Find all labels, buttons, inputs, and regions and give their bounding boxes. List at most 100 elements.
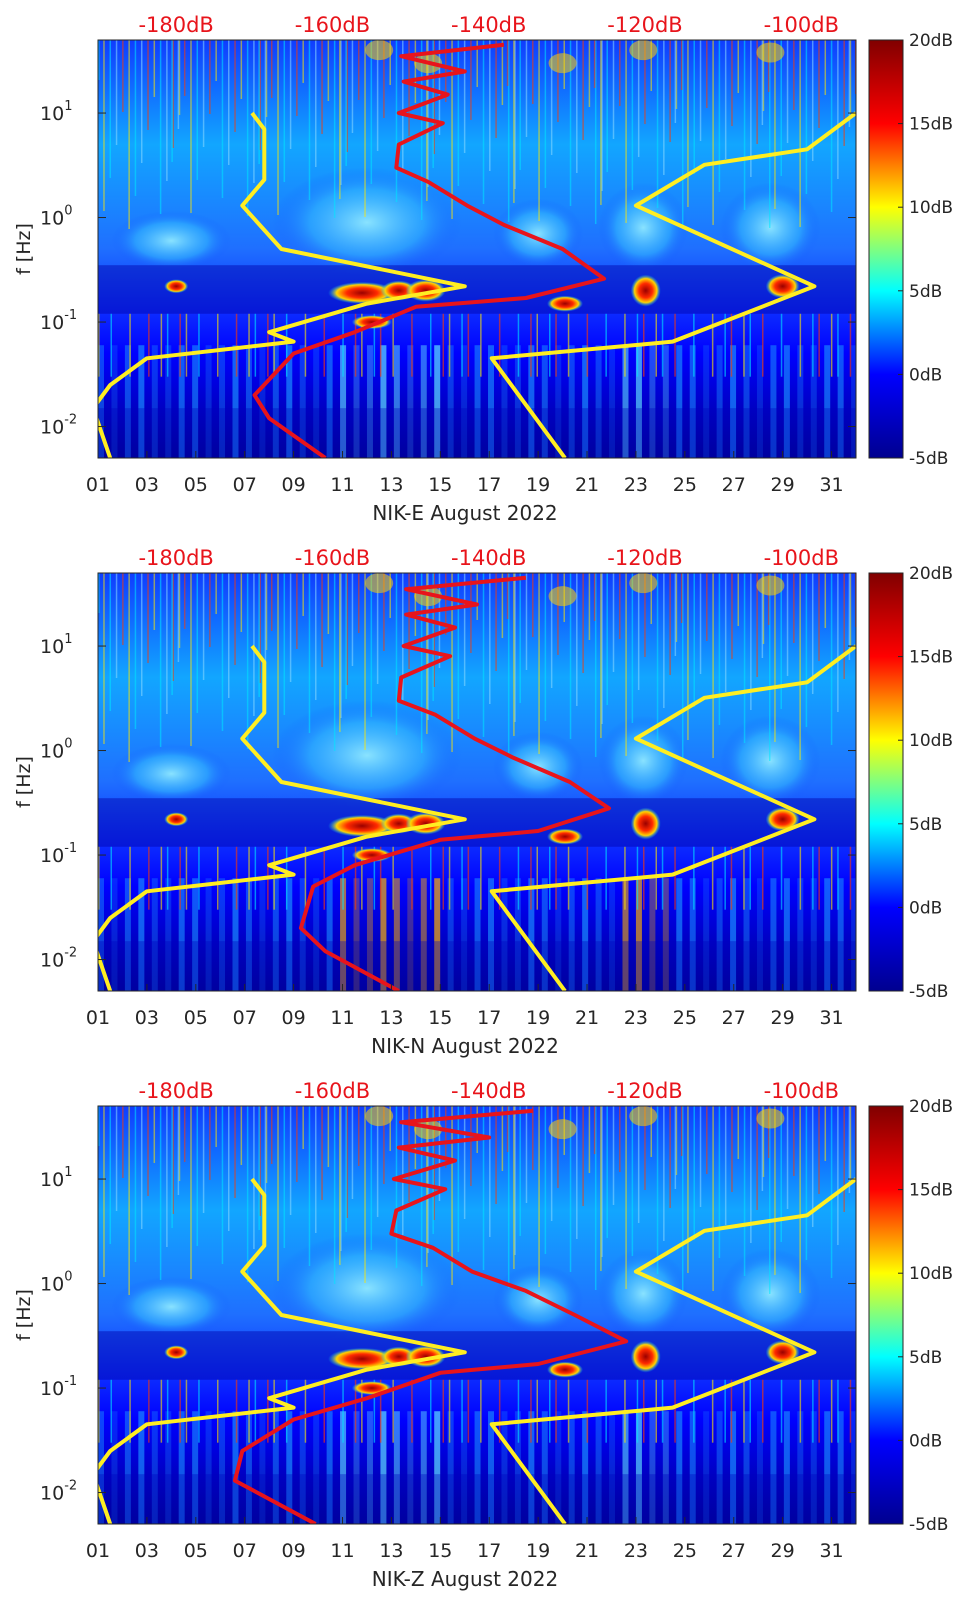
x-tick-label: 21 (575, 1540, 599, 1562)
low-frequency-bar (151, 1411, 158, 1524)
transient-streak (445, 1106, 447, 1168)
transient-streak (848, 40, 851, 127)
psd-curve (298, 575, 611, 991)
transient-streak (605, 846, 607, 910)
low-frequency-bar (568, 878, 575, 991)
transient-streak (849, 846, 852, 910)
transient-streak (402, 573, 404, 702)
transient-streak (185, 1379, 188, 1443)
top-db-label: -100dB (764, 1079, 839, 1103)
colorbar-tick-label: 15dB (909, 1181, 953, 1201)
low-frequency-bar (178, 878, 185, 991)
transient-streak (586, 1379, 589, 1443)
low-frequency-bar (568, 345, 575, 458)
transient-streak (159, 573, 162, 747)
transient-streak (699, 40, 702, 141)
low-frequency-bar (851, 1411, 856, 1524)
transient-streak (699, 573, 702, 674)
low-frequency-bar (366, 345, 373, 458)
transient-streak (259, 573, 261, 683)
x-tick-label: 29 (771, 1540, 795, 1562)
transient-streak (606, 1106, 608, 1238)
transient-streak (557, 573, 559, 655)
transient-streak (837, 1106, 839, 1245)
transient-streak (361, 1379, 363, 1443)
x-tick-label: 19 (526, 1007, 550, 1029)
transient-streak (786, 40, 789, 143)
transient-streak (675, 573, 678, 642)
spectral-hotspot (548, 586, 577, 607)
x-tick-label: 07 (233, 1540, 257, 1562)
transient-streak (843, 1106, 845, 1212)
low-frequency-bar (756, 345, 763, 458)
transient-streak (737, 40, 740, 93)
transient-streak (185, 313, 188, 377)
transient-streak (285, 313, 288, 377)
plot-frame (97, 39, 857, 459)
low-frequency-bar (205, 878, 212, 991)
low-frequency-bar (407, 1411, 414, 1524)
transient-streak (544, 573, 547, 721)
transient-streak (699, 1106, 702, 1207)
transient-streak (680, 1106, 683, 1156)
transient-streak (600, 40, 602, 205)
transient-streak (98, 573, 100, 613)
transient-streak (812, 1379, 814, 1443)
transient-streak (354, 1379, 357, 1443)
transient-streak (451, 1106, 453, 1285)
transient-streak (501, 573, 504, 638)
low-frequency-bar (111, 878, 118, 991)
x-tick-label: 05 (184, 1540, 208, 1562)
transient-streak (221, 573, 224, 731)
transient-streak (160, 1379, 163, 1443)
low-frequency-bar (662, 1411, 669, 1524)
transient-streak (258, 1106, 260, 1230)
low-frequency-bar (393, 878, 400, 991)
transient-streak (190, 1106, 192, 1279)
transient-streak (351, 1106, 354, 1199)
low-frequency-bar (98, 345, 104, 458)
noise-model-curve (98, 111, 467, 458)
low-frequency-bar (689, 1411, 696, 1524)
transient-streak (519, 1106, 521, 1236)
transient-streak (153, 1106, 156, 1163)
transient-streak (414, 40, 417, 103)
low-frequency-bar (461, 1411, 468, 1524)
transient-streak (172, 40, 174, 148)
low-frequency-bar (716, 345, 723, 458)
x-axis-label: NIK-E August 2022 (372, 501, 557, 525)
transient-streak (467, 846, 470, 910)
colorbar-tick-label: 15dB (909, 115, 953, 135)
low-frequency-bar (555, 345, 562, 458)
noise-curves (98, 42, 856, 458)
transient-streak (408, 40, 410, 136)
low-frequency-bar (851, 345, 856, 458)
transient-streak (259, 40, 261, 150)
transient-streak (177, 40, 180, 129)
transient-streak (811, 573, 814, 694)
transient-streak (383, 573, 385, 651)
transient-streak (514, 40, 516, 189)
transient-streak (482, 573, 485, 737)
transient-streak (687, 1106, 689, 1273)
transient-streak (351, 573, 354, 666)
transient-streak (501, 40, 504, 105)
transient-streak (134, 573, 137, 729)
low-frequency-bar (366, 1411, 373, 1524)
transient-streak (153, 573, 156, 630)
x-tick-label: 23 (624, 1007, 648, 1029)
transient-streak (345, 573, 347, 699)
low-frequency-bar (837, 345, 844, 458)
low-frequency-bar (178, 345, 185, 458)
transient-streak (663, 573, 665, 708)
low-frequency-bar (810, 878, 817, 991)
transient-streak (285, 1379, 288, 1443)
low-frequency-bar (582, 345, 589, 458)
transient-streak (655, 1379, 658, 1443)
transient-streak (480, 846, 482, 910)
transient-streak (693, 846, 695, 910)
transient-streak (448, 1379, 451, 1443)
low-frequency-bar (245, 1411, 252, 1524)
transient-streak (376, 40, 379, 151)
